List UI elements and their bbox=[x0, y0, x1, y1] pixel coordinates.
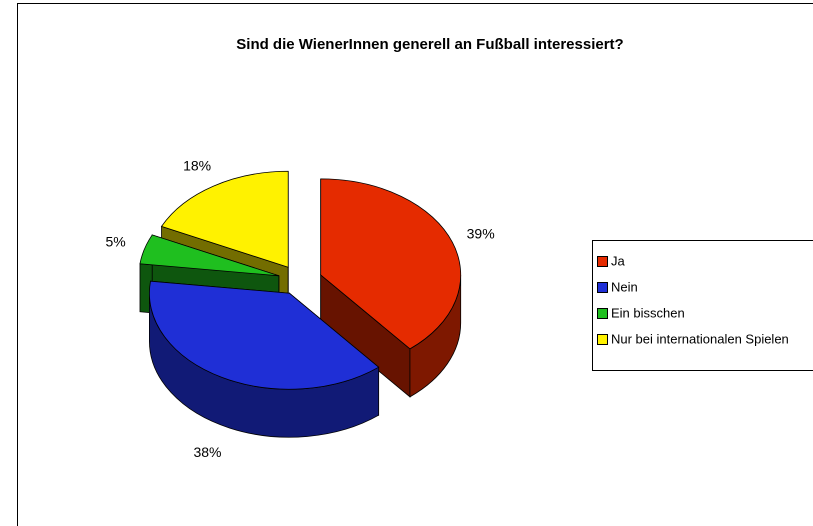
slice bbox=[160, 170, 289, 268]
slice bbox=[139, 234, 279, 277]
legend-swatch bbox=[597, 256, 608, 267]
chart-title: Sind die WienerInnen generell an Fußball… bbox=[236, 36, 623, 53]
legend-box bbox=[592, 240, 813, 371]
legend-swatch bbox=[597, 334, 608, 345]
data-label: 18% bbox=[183, 158, 211, 174]
slice bbox=[149, 280, 380, 390]
data-label: 38% bbox=[193, 444, 221, 460]
legend-label: Ja bbox=[611, 253, 626, 268]
legend-label: Nur bei internationalen Spielen bbox=[611, 331, 789, 346]
slice bbox=[320, 178, 462, 350]
legend-label: Ein bisschen bbox=[611, 305, 685, 320]
legend-label: Nein bbox=[611, 279, 638, 294]
data-label: 39% bbox=[467, 225, 495, 241]
data-label: 5% bbox=[106, 233, 126, 249]
legend-swatch bbox=[597, 308, 608, 319]
legend-swatch bbox=[597, 282, 608, 293]
